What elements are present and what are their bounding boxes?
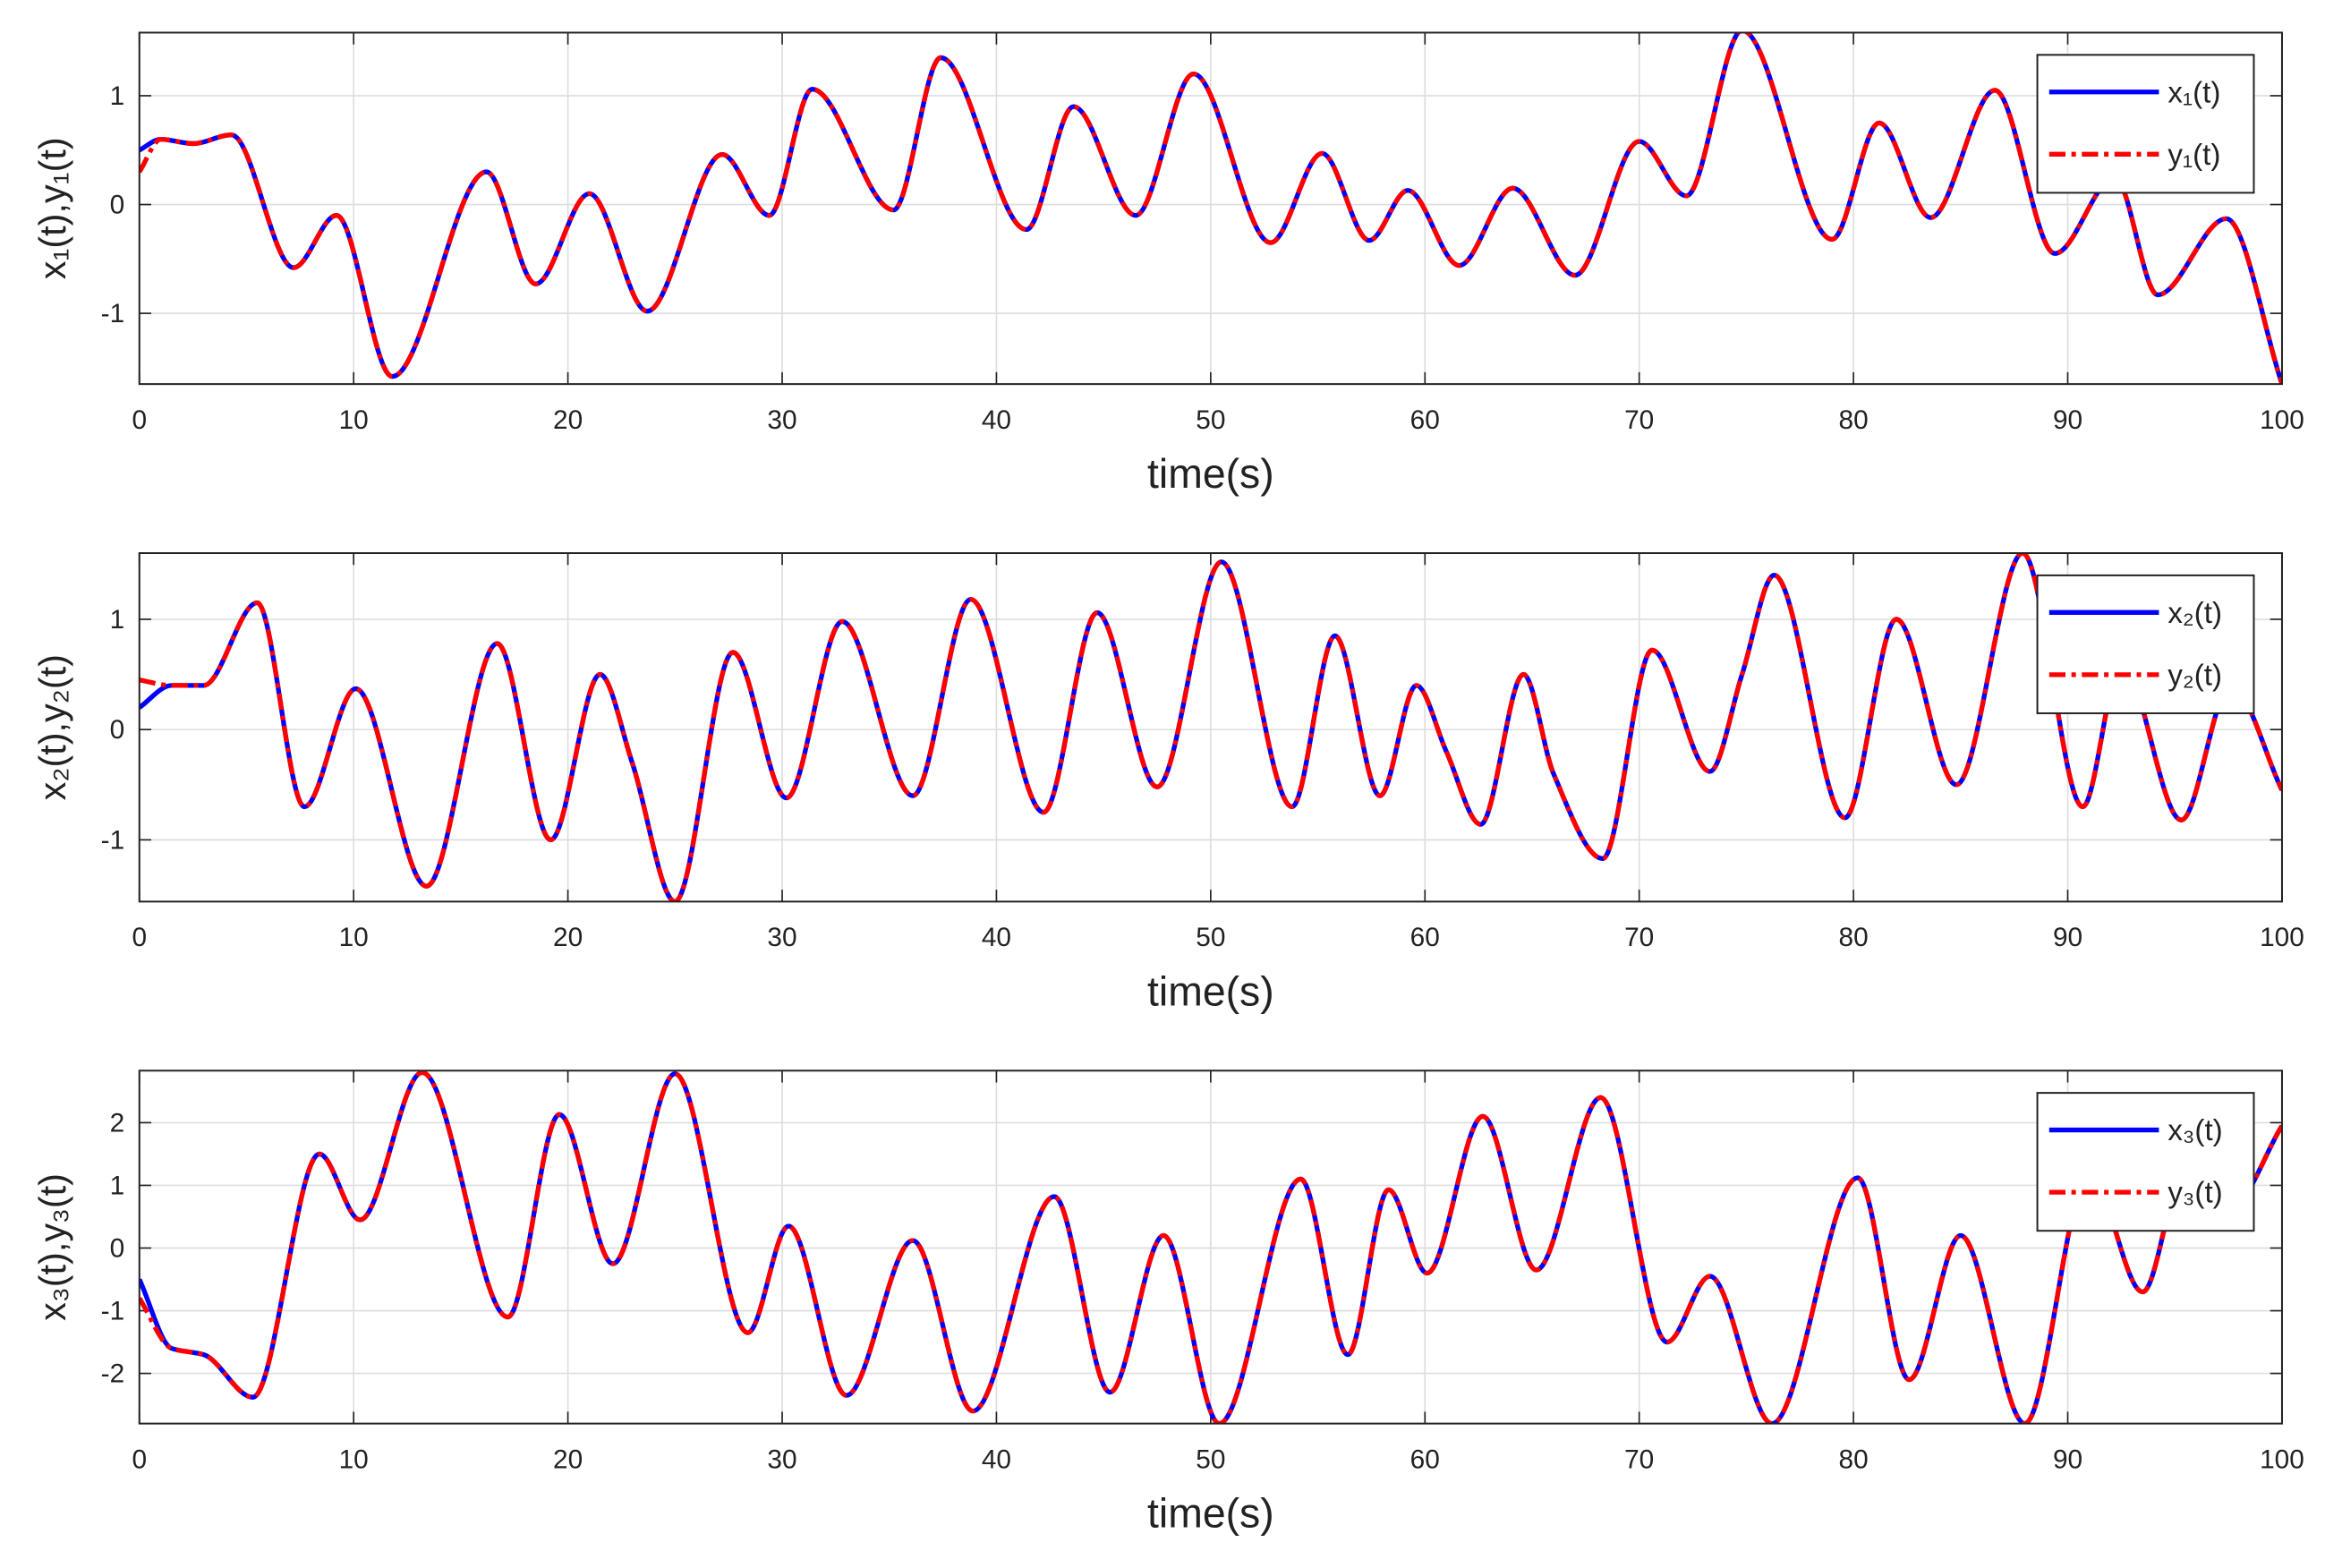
x-tick-label: 60 xyxy=(1410,1444,1440,1474)
legend-label: x₁(t) xyxy=(2167,76,2220,109)
x-tick-label: 0 xyxy=(132,405,147,435)
x-tick-label: 90 xyxy=(2053,405,2082,435)
legend-label: y₃(t) xyxy=(2167,1177,2222,1210)
subplot: 0 10 20 30 40 50 60 70 80 90 100 -1 0 1 time(s) x₂(t),y… xyxy=(32,552,2304,1014)
legend-label: y₂(t) xyxy=(2167,659,2222,692)
subplot: 0 10 20 30 40 50 60 70 80 90 100 -1 0 1 time(s) x₁(t),y… xyxy=(32,31,2304,497)
y-axis-label: x₁(t),y₁(t) xyxy=(32,137,73,279)
x-tick-label: 70 xyxy=(1624,1444,1654,1474)
x-tick-label: 40 xyxy=(982,405,1011,435)
x-tick-label: 20 xyxy=(553,405,583,435)
x-tick-label: 0 xyxy=(132,1444,147,1474)
legend-label: y₁(t) xyxy=(2167,139,2220,172)
y-tick-label: 1 xyxy=(110,605,125,635)
x-tick-label: 30 xyxy=(767,405,796,435)
x-tick-label: 70 xyxy=(1624,405,1654,435)
x-tick-label: 90 xyxy=(2053,1444,2082,1474)
y-axis-label: x₂(t),y₂(t) xyxy=(32,654,73,800)
x-tick-label: 100 xyxy=(2260,1444,2304,1474)
y-tick-label: -1 xyxy=(101,1296,125,1325)
x-tick-label: 100 xyxy=(2260,923,2304,952)
x-tick-label: 60 xyxy=(1410,405,1440,435)
y-tick-label: -1 xyxy=(101,825,125,855)
x-tick-label: 20 xyxy=(553,923,583,952)
legend-box xyxy=(2036,54,2255,194)
x-tick-label: 50 xyxy=(1196,1444,1225,1474)
x-axis-label: time(s) xyxy=(1147,1490,1274,1537)
y-tick-label: 2 xyxy=(110,1108,125,1138)
x-tick-label: 30 xyxy=(767,1444,796,1474)
legend-label: x₃(t) xyxy=(2167,1114,2222,1147)
axes-box xyxy=(138,31,2283,386)
x-tick-label: 100 xyxy=(2260,405,2304,435)
data-line xyxy=(139,553,2282,902)
x-tick-label: 50 xyxy=(1196,923,1225,952)
x-tick-label: 40 xyxy=(982,1444,1011,1474)
y-tick-label: 0 xyxy=(110,1233,125,1263)
axes-box xyxy=(138,552,2283,903)
legend-label: x₂(t) xyxy=(2167,597,2222,630)
x-tick-label: 90 xyxy=(2053,923,2082,952)
x-tick-label: 10 xyxy=(339,405,369,435)
y-tick-label: 0 xyxy=(110,190,125,219)
x-tick-label: 80 xyxy=(1839,405,1869,435)
y-tick-label: 1 xyxy=(110,1171,125,1200)
x-tick-label: 50 xyxy=(1196,405,1225,435)
x-tick-label: 80 xyxy=(1839,1444,1869,1474)
subplot: 0 10 20 30 40 50 60 70 80 90 100 -2 -1 0 1 2 time(s) x₃(t… xyxy=(32,1069,2304,1537)
y-tick-label: -1 xyxy=(101,299,125,328)
y-tick-label: 1 xyxy=(110,81,125,111)
x-tick-label: 60 xyxy=(1410,923,1440,952)
x-tick-label: 80 xyxy=(1839,923,1869,952)
y-tick-label: -2 xyxy=(101,1359,125,1389)
x-tick-label: 10 xyxy=(339,1444,369,1474)
y-tick-label: 0 xyxy=(110,715,125,745)
legend-box xyxy=(2036,1092,2255,1232)
x-tick-label: 10 xyxy=(339,923,369,952)
x-axis-label: time(s) xyxy=(1147,967,1274,1014)
y-axis-label: x₃(t),y₃(t) xyxy=(32,1173,73,1321)
x-tick-label: 70 xyxy=(1624,923,1654,952)
x-tick-label: 0 xyxy=(132,923,147,952)
legend-box xyxy=(2036,574,2255,714)
x-tick-label: 30 xyxy=(767,923,796,952)
x-axis-label: time(s) xyxy=(1147,450,1274,497)
data-line xyxy=(139,32,2282,385)
data-line xyxy=(139,1070,2282,1424)
x-tick-label: 20 xyxy=(553,1444,583,1474)
x-tick-label: 40 xyxy=(982,923,1011,952)
axes-box xyxy=(138,1069,2283,1425)
